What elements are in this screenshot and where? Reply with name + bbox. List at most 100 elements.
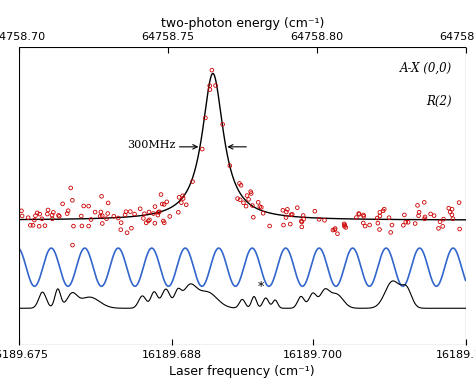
Point — [279, 207, 286, 213]
Point — [342, 224, 350, 230]
Point — [48, 216, 56, 222]
Point — [80, 203, 87, 209]
Point — [352, 214, 360, 221]
Point — [376, 213, 384, 219]
Point — [255, 199, 262, 205]
Point — [360, 220, 367, 226]
Point — [440, 216, 447, 222]
Point — [33, 210, 41, 216]
Point — [136, 206, 144, 212]
Point — [104, 211, 112, 217]
Point — [97, 209, 104, 215]
Point — [248, 202, 256, 209]
Point — [131, 211, 138, 217]
Point — [456, 200, 463, 206]
Point — [155, 209, 163, 215]
Point — [179, 192, 186, 199]
Point — [144, 218, 152, 224]
Text: *: * — [258, 281, 264, 294]
Point — [427, 211, 435, 217]
Point — [77, 213, 85, 219]
Point — [189, 178, 196, 185]
Point — [146, 217, 153, 223]
Point — [87, 216, 95, 223]
Point — [124, 230, 131, 236]
Point — [300, 216, 307, 222]
Point — [373, 215, 381, 221]
Point — [247, 189, 255, 195]
Point — [145, 209, 153, 215]
Point — [121, 212, 129, 218]
Point — [117, 220, 125, 226]
Point — [449, 216, 456, 222]
Point — [282, 214, 290, 221]
Point — [315, 216, 323, 222]
Point — [237, 182, 245, 189]
Point — [98, 212, 106, 219]
Point — [142, 220, 150, 226]
Point — [85, 203, 93, 209]
Point — [64, 208, 72, 214]
Point — [421, 216, 428, 222]
Point — [236, 197, 244, 203]
Point — [182, 201, 190, 208]
Point — [266, 223, 274, 229]
Point — [180, 195, 187, 201]
Point — [110, 213, 118, 220]
Point — [32, 212, 39, 219]
Point — [140, 215, 147, 221]
Point — [329, 227, 337, 233]
Point — [283, 209, 290, 215]
Point — [68, 197, 76, 203]
Point — [321, 217, 328, 223]
Point — [240, 200, 247, 206]
Point — [439, 223, 446, 229]
Point — [48, 212, 56, 218]
Point — [331, 227, 338, 233]
Point — [366, 222, 373, 228]
Point — [154, 212, 162, 218]
Point — [243, 192, 251, 199]
Point — [128, 225, 135, 231]
Point — [436, 219, 444, 225]
Point — [174, 209, 182, 216]
Point — [297, 218, 305, 224]
Point — [117, 227, 124, 233]
Point — [247, 191, 255, 197]
Point — [286, 221, 294, 227]
Text: 300MHz: 300MHz — [127, 140, 175, 151]
Point — [44, 207, 52, 213]
Point — [36, 211, 44, 217]
Point — [355, 211, 362, 217]
Point — [284, 206, 291, 212]
Point — [333, 230, 341, 237]
Point — [178, 200, 185, 206]
Point — [151, 220, 159, 227]
Point — [430, 212, 438, 219]
Point — [201, 115, 209, 121]
Point — [298, 219, 306, 225]
Point — [404, 219, 412, 225]
Point — [141, 211, 148, 217]
Point — [122, 209, 130, 215]
Point — [166, 213, 173, 220]
Point — [154, 209, 162, 216]
Point — [103, 216, 110, 222]
Point — [448, 212, 456, 218]
Point — [332, 225, 339, 232]
Point — [402, 219, 409, 225]
Point — [44, 211, 51, 217]
Point — [294, 205, 301, 211]
Point — [376, 226, 383, 232]
Point — [236, 180, 243, 187]
Point — [206, 83, 213, 89]
Point — [421, 214, 429, 220]
Point — [411, 220, 419, 227]
Point — [249, 214, 257, 220]
Point — [199, 146, 206, 152]
Point — [38, 216, 46, 222]
Point — [159, 201, 166, 207]
Point — [388, 222, 396, 228]
Point — [160, 218, 167, 224]
Point — [399, 222, 407, 229]
